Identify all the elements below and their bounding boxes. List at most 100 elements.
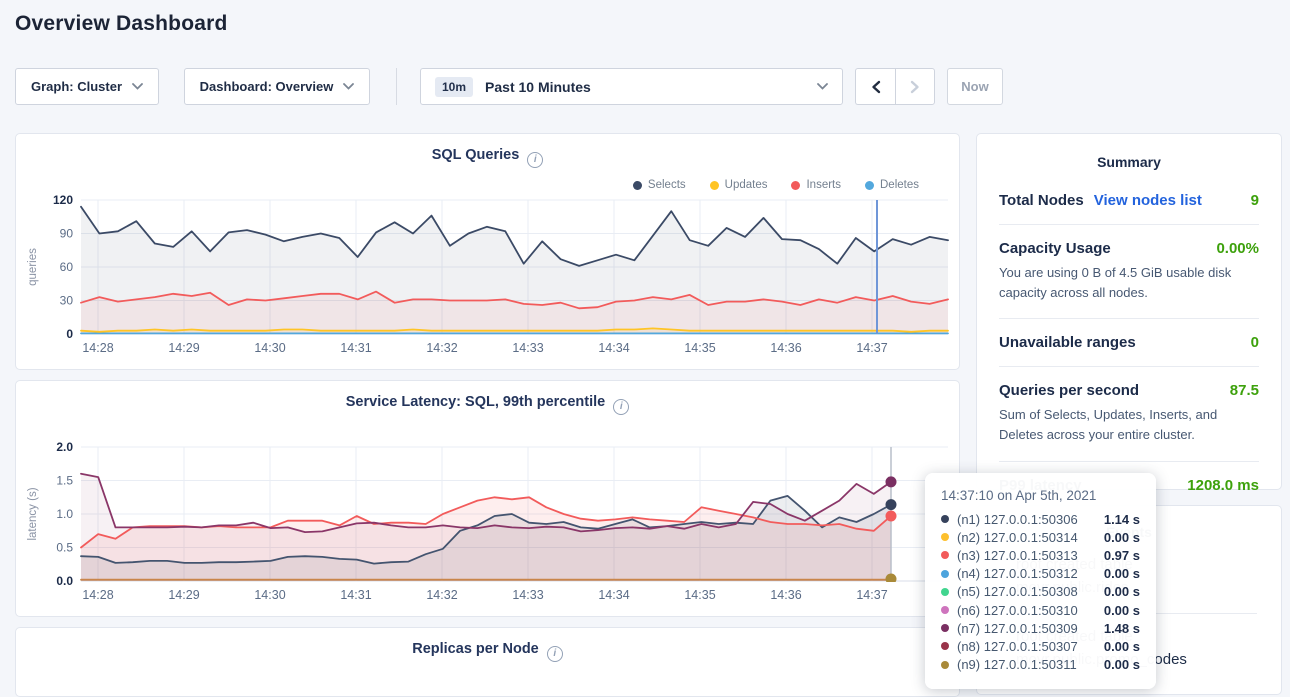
summary-row-description: You are using 0 B of 4.5 GiB usable disk… (999, 265, 1232, 301)
svg-text:14:37: 14:37 (856, 588, 887, 602)
svg-text:30: 30 (60, 294, 74, 308)
svg-text:14:28: 14:28 (82, 588, 113, 602)
view-nodes-list-link[interactable]: View nodes list (1093, 192, 1202, 209)
svg-text:14:29: 14:29 (168, 588, 199, 602)
svg-text:120: 120 (53, 193, 73, 207)
tooltip-node-value: 0.00 s (1103, 529, 1140, 545)
svg-text:14:31: 14:31 (340, 341, 371, 355)
tooltip-node-value: 1.14 s (1103, 511, 1140, 527)
divider (999, 460, 1259, 462)
tooltip-node-value: 0.97 s (1103, 547, 1140, 563)
summary-row-value: 1208.0 ms (1187, 476, 1259, 494)
summary-row-label: Unavailable ranges (999, 334, 1136, 352)
info-icon[interactable]: i (546, 646, 563, 662)
previous-time-button[interactable] (855, 68, 895, 105)
summary-row: Capacity Usage 0.00% (999, 240, 1259, 257)
tooltip-node-label: (n7) 127.0.0.1:50309 (957, 620, 1078, 636)
legend-item-inserts[interactable]: Inserts (791, 179, 841, 191)
sql-queries-panel: SQL Queries i Selects Updates Inserts Delete… (15, 133, 960, 370)
svg-text:0: 0 (66, 327, 73, 341)
svg-text:0.5: 0.5 (56, 541, 73, 555)
tooltip-row: (n7) 127.0.0.1:50309 1.48 s (941, 619, 1140, 637)
tooltip-row: (n3) 127.0.0.1:50313 0.97 s (941, 546, 1140, 564)
summary-row-value: 87.5 (1229, 382, 1259, 400)
tooltip-node-label: (n8) 127.0.0.1:50307 (957, 638, 1078, 654)
svg-text:14:37: 14:37 (856, 341, 887, 355)
chart-hover-tooltip: 14:37:10 on Apr 5th, 2021 (n1) 127.0.0.1… (925, 473, 1156, 689)
node-color-dot (941, 624, 949, 633)
chevron-down-icon (817, 83, 828, 90)
graph-dropdown-label: Graph: Cluster (30, 79, 122, 94)
now-button[interactable]: Now (947, 68, 1003, 105)
node-color-dot (941, 515, 949, 524)
svg-text:14:33: 14:33 (512, 341, 543, 355)
tooltip-node-label: (n9) 127.0.0.1:50311 (957, 657, 1077, 673)
legend-dot (791, 180, 801, 190)
dashboard-dropdown[interactable]: Dashboard: Overview (184, 68, 370, 105)
svg-text:14:29: 14:29 (168, 341, 199, 355)
tooltip-node-value: 0.00 s (1103, 657, 1140, 673)
tooltip-node-label: (n2) 127.0.0.1:50314 (957, 529, 1078, 545)
graph-dropdown[interactable]: Graph: Cluster (15, 68, 159, 105)
tooltip-row: (n4) 127.0.0.1:50312 0.00 s (941, 565, 1140, 583)
sql-queries-title-text: SQL Queries (431, 147, 520, 163)
svg-text:14:32: 14:32 (426, 588, 457, 602)
summary-row: Total Nodes View nodes list 9 (999, 192, 1259, 209)
svg-text:2.0: 2.0 (56, 440, 73, 454)
tooltip-row: (n2) 127.0.0.1:50314 0.00 s (941, 528, 1140, 546)
legend-item-updates[interactable]: Updates (709, 179, 768, 191)
summary-row-label: Total Nodes (999, 192, 1084, 209)
tooltip-node-value: 1.48 s (1103, 620, 1140, 636)
svg-text:14:35: 14:35 (684, 588, 715, 602)
tooltip-row: (n8) 127.0.0.1:50307 0.00 s (941, 637, 1140, 655)
svg-text:14:30: 14:30 (254, 341, 285, 355)
info-icon[interactable]: i (527, 152, 544, 168)
summary-row-label: Queries per second (999, 382, 1140, 400)
svg-text:14:33: 14:33 (512, 588, 543, 602)
node-color-dot (941, 660, 949, 669)
chevron-right-icon (910, 80, 919, 93)
node-color-dot (941, 606, 949, 615)
svg-text:1.0: 1.0 (56, 507, 73, 521)
service-latency-chart[interactable]: 0.0 0.5 1.0 1.5 2.0 14:28 14:29 14:30 14:31 14:32… (16, 434, 961, 612)
time-pager (855, 68, 935, 105)
chevron-left-icon (871, 80, 880, 93)
next-time-button[interactable] (895, 68, 935, 105)
summary-row: Unavailable ranges 0 (999, 334, 1259, 351)
svg-text:14:34: 14:34 (598, 341, 629, 355)
svg-text:90: 90 (60, 227, 74, 241)
chevron-down-icon (343, 83, 355, 90)
node-color-dot (941, 551, 949, 560)
dashboard-dropdown-label: Dashboard: Overview (199, 79, 334, 94)
svg-text:latency (s): latency (s) (27, 487, 39, 540)
time-range-badge: 10m (435, 76, 474, 97)
replicas-per-node-panel: Replicas per Node i (15, 627, 960, 697)
tooltip-row: (n5) 127.0.0.1:50308 0.00 s (941, 583, 1140, 601)
replicas-per-node-title: Replicas per Node i (16, 641, 959, 662)
sql-queries-chart[interactable]: 0 30 60 90 120 14:28 14:29 14:30 14:31 14:32 14:33… (16, 187, 961, 365)
node-color-dot (941, 587, 949, 596)
legend-label: Updates (724, 179, 768, 191)
legend-label: Deletes (880, 179, 919, 191)
chevron-down-icon (132, 83, 143, 90)
info-icon[interactable]: i (613, 399, 630, 415)
legend-dot (709, 180, 719, 190)
time-range-dropdown[interactable]: 10m Past 10 Minutes (420, 68, 843, 105)
svg-text:14:32: 14:32 (426, 341, 457, 355)
legend-item-deletes[interactable]: Deletes (865, 179, 919, 191)
legend-dot (865, 180, 874, 190)
legend-label: Inserts (806, 179, 841, 191)
svg-text:0.0: 0.0 (56, 574, 73, 588)
node-color-dot (941, 642, 949, 651)
divider (999, 318, 1259, 320)
svg-text:1.5: 1.5 (56, 474, 73, 488)
summary-row-label: Capacity Usage (999, 240, 1111, 257)
tooltip-node-value: 0.00 s (1103, 584, 1140, 600)
divider (999, 224, 1259, 225)
legend-item-selects[interactable]: Selects (632, 179, 686, 191)
service-latency-panel: Service Latency: SQL, 99th percentile i 0… (15, 380, 960, 617)
svg-text:queries: queries (27, 248, 39, 286)
summary-row-value: 0.00% (1216, 240, 1259, 257)
summary-rows: Total Nodes View nodes list 9 Capacity Usag… (999, 192, 1259, 494)
summary-panel: Summary Total Nodes View nodes list 9 Capac… (976, 133, 1282, 494)
